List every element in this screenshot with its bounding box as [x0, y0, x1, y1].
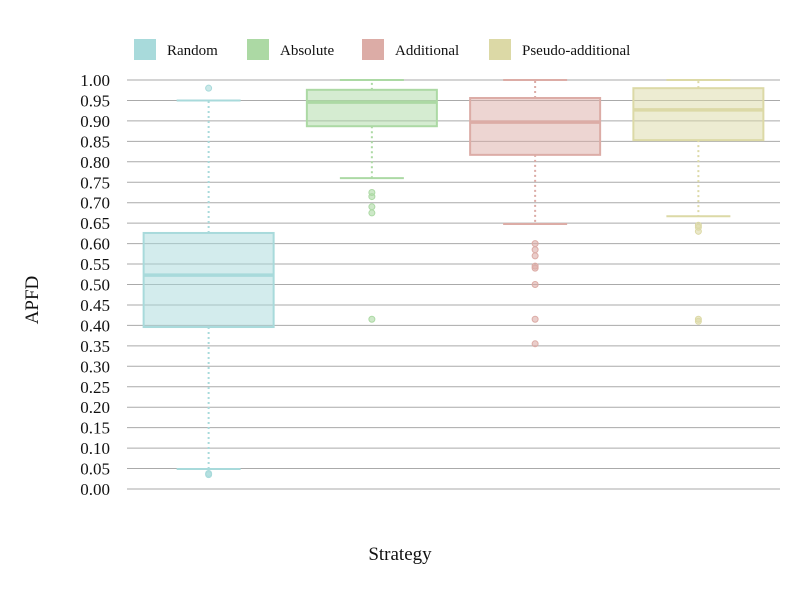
y-tick-label: 0.80: [80, 153, 110, 172]
outlier-point: [368, 315, 376, 323]
y-tick-label: 0.30: [80, 357, 110, 376]
legend-item: Additional: [362, 39, 459, 60]
legend-swatch: [247, 39, 269, 60]
y-tick-label: 0.35: [80, 337, 110, 356]
y-tick-label: 0.00: [80, 480, 110, 499]
y-tick-label: 0.45: [80, 296, 110, 315]
outlier-point: [531, 240, 539, 248]
outlier-point: [205, 471, 213, 479]
outlier-point: [368, 203, 376, 211]
outlier-point: [531, 264, 539, 272]
y-tick-label: 0.10: [80, 439, 110, 458]
box-additional: [469, 79, 602, 348]
y-tick-label: 0.15: [80, 419, 110, 438]
legend-item: Absolute: [247, 39, 335, 60]
y-tick-label: 0.85: [80, 132, 110, 151]
legend-label: Pseudo-additional: [522, 43, 630, 59]
y-axis-title: APFD: [22, 276, 43, 325]
legend-swatch: [134, 39, 156, 60]
y-tick-label: 0.90: [80, 112, 110, 131]
outlier-point: [694, 227, 702, 235]
outlier-point: [531, 340, 539, 348]
legend-label: Random: [167, 43, 218, 59]
y-tick-label: 0.20: [80, 398, 110, 417]
y-tick-label: 0.55: [80, 255, 110, 274]
y-tick-label: 0.75: [80, 173, 110, 192]
box-pseudo-additional: [632, 79, 765, 325]
y-tick-label: 0.25: [80, 378, 110, 397]
iqr-box: [469, 96, 602, 156]
y-tick-label: 0.95: [80, 91, 110, 110]
y-tick-label: 0.50: [80, 276, 110, 295]
box-random: [142, 84, 275, 479]
iqr-box: [632, 87, 765, 142]
legend-item: Random: [134, 39, 218, 60]
y-tick-label: 0.70: [80, 194, 110, 213]
outlier-point: [531, 246, 539, 254]
outlier-point: [531, 281, 539, 288]
outlier-point: [531, 315, 539, 323]
legend-label: Additional: [395, 43, 459, 59]
y-tick-label: 0.60: [80, 235, 110, 254]
legend-label: Absolute: [280, 43, 335, 59]
x-axis-title: Strategy: [368, 544, 432, 565]
outlier-point: [368, 209, 376, 217]
legend-item: Pseudo-additional: [489, 39, 630, 60]
y-tick-label: 0.40: [80, 316, 110, 335]
outlier-point: [694, 317, 702, 325]
iqr-box: [305, 88, 438, 128]
y-tick-label: 0.65: [80, 214, 110, 233]
y-tick-label: 0.05: [80, 460, 110, 479]
legend-swatch: [362, 39, 384, 60]
legend-swatch: [489, 39, 511, 60]
box-absolute: [305, 79, 438, 323]
outlier-point: [531, 252, 539, 260]
outlier-point: [205, 84, 213, 92]
outlier-point: [368, 193, 376, 201]
y-tick-label: 1.00: [80, 71, 110, 90]
iqr-box: [142, 231, 275, 329]
